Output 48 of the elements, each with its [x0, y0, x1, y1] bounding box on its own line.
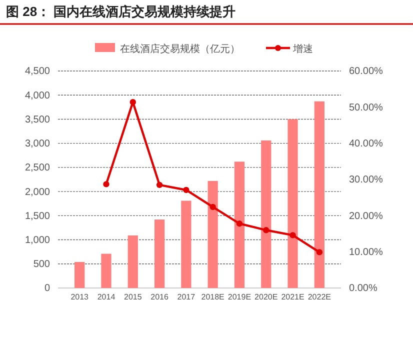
x-tick-label: 2022E — [308, 292, 331, 302]
x-tick-label: 2019E — [228, 292, 252, 302]
x-tick-label: 2015 — [124, 292, 142, 302]
y-tick-label: 1,000 — [24, 234, 50, 246]
x-tick-label: 2017 — [177, 292, 196, 302]
y-tick-label: 2,000 — [24, 186, 50, 198]
bar — [154, 220, 165, 288]
legend-label: 在线酒店交易规模（亿元） — [120, 43, 240, 55]
bar — [181, 200, 192, 288]
bar — [261, 140, 272, 288]
bar — [288, 119, 298, 288]
point — [156, 182, 163, 188]
y2-tick-label: 10.00% — [349, 247, 384, 258]
chart-title: 图 28： 国内在线酒店交易规模持续提升 — [6, 4, 236, 19]
point — [183, 186, 190, 194]
y2-tick-label: 0.00% — [349, 283, 378, 294]
y2-tick-label: 60.00% — [349, 66, 384, 78]
bar — [234, 162, 245, 288]
y2-tick-label: 20.00% — [349, 210, 384, 222]
point — [103, 181, 110, 188]
y-tick-label: 3,500 — [24, 114, 50, 126]
bar — [208, 180, 218, 288]
y-tick-label: 1,500 — [24, 210, 50, 222]
point — [290, 232, 296, 238]
point — [316, 249, 323, 256]
bar — [101, 254, 112, 288]
y-tick-label: 500 — [33, 259, 50, 270]
x-tick-label: 2021E — [281, 292, 304, 302]
bar — [128, 235, 138, 288]
y2-tick-label: 50.00% — [349, 102, 384, 114]
y-tick-label: 3,000 — [24, 138, 50, 150]
x-tick-label: 2020E — [254, 292, 278, 302]
y-tick-label: 2,500 — [24, 162, 50, 174]
y2-tick-label: 30.00% — [349, 174, 384, 186]
bar — [314, 101, 324, 288]
point — [236, 220, 243, 227]
y-tick-label: 4,000 — [24, 90, 50, 102]
legend-label: 增速 — [292, 43, 313, 55]
x-tick-label: 2018E — [201, 292, 224, 302]
x-tick-label: 2014 — [97, 292, 116, 302]
x-tick-label: 2013 — [70, 292, 90, 302]
point — [263, 227, 270, 234]
x-tick-label: 2016 — [150, 292, 169, 302]
point — [210, 204, 216, 210]
y-tick-label: 0 — [44, 283, 50, 294]
bar — [74, 262, 85, 288]
y-tick-label: 4,500 — [24, 66, 50, 78]
y2-tick-label: 40.00% — [349, 138, 384, 150]
